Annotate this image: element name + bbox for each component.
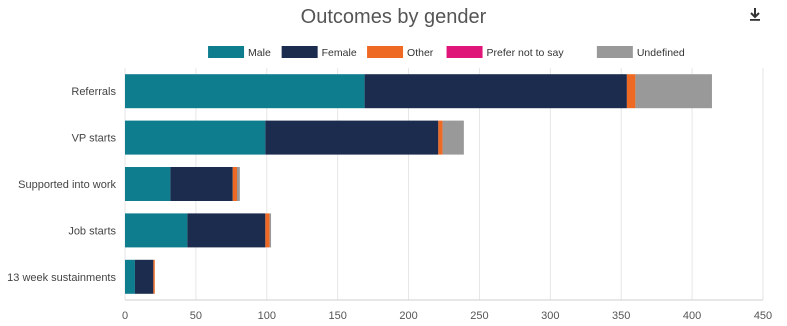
x-tick-label: 400 [683, 310, 701, 322]
bar-undefined-3[interactable] [269, 213, 272, 248]
category-label: 13 week sustainments [7, 272, 116, 284]
bar-male-0[interactable] [125, 74, 365, 109]
legend-label: Prefer not to say [487, 47, 565, 59]
legend-label: Other [407, 47, 434, 59]
legend-swatch [281, 46, 318, 58]
legend-label: Undefined [637, 47, 685, 59]
x-tick-label: 50 [190, 310, 202, 322]
chart-title: Outcomes by gender [300, 6, 487, 28]
download-button[interactable] [747, 6, 763, 22]
legend-swatch [446, 46, 483, 58]
bar-female-4[interactable] [134, 259, 154, 294]
legend-swatch [208, 46, 245, 58]
x-tick-label: 150 [328, 310, 346, 322]
bar-other-4[interactable] [153, 259, 155, 294]
bar-female-1[interactable] [265, 120, 439, 155]
bar-undefined-0[interactable] [635, 74, 712, 109]
bar-other-3[interactable] [265, 213, 270, 248]
bar-undefined-1[interactable] [442, 120, 464, 155]
y-axis-labels: Referrals VP starts Supported into work Job… [7, 86, 116, 284]
bar-female-2[interactable] [170, 167, 233, 201]
category-label: Supported into work [18, 179, 116, 191]
legend-item-male[interactable]: Male [208, 46, 271, 59]
category-label: Referrals [71, 86, 116, 98]
legend-label: Male [248, 47, 271, 59]
x-tick-label: 250 [470, 310, 488, 322]
bar-male-1[interactable] [125, 120, 266, 155]
bar-female-3[interactable] [187, 213, 266, 248]
bar-other-1[interactable] [438, 120, 443, 155]
download-icon [750, 8, 760, 21]
bar-male-2[interactable] [125, 167, 171, 201]
legend-item-other[interactable]: Other [367, 46, 434, 59]
bars [125, 74, 712, 294]
x-tick-label: 200 [399, 310, 417, 322]
legend-item-undefined[interactable]: Undefined [596, 46, 685, 59]
x-tick-label: 100 [258, 310, 276, 322]
legend-swatch [367, 46, 404, 58]
legend-label: Female [322, 47, 357, 59]
category-label: Job starts [68, 225, 116, 237]
bar-male-4[interactable] [125, 259, 135, 294]
legend-item-prefer-not-to-say[interactable]: Prefer not to say [446, 46, 565, 59]
x-tick-label: 300 [541, 310, 559, 322]
legend-item-female[interactable]: Female [281, 46, 357, 59]
legend: Male Female Other Prefer not to say Undefine… [208, 46, 685, 59]
bar-other-2[interactable] [232, 167, 238, 201]
bar-female-0[interactable] [364, 74, 627, 109]
x-axis-labels: 0 50 100 150 200 250 300 350 400 450 [122, 310, 772, 322]
x-tick-label: 450 [754, 310, 772, 322]
x-tick-label: 350 [612, 310, 630, 322]
bar-other-0[interactable] [626, 74, 636, 109]
legend-swatch [596, 46, 633, 58]
bar-undefined-2[interactable] [237, 167, 240, 201]
bar-male-3[interactable] [125, 213, 188, 248]
x-tick-label: 0 [122, 310, 128, 322]
category-label: VP starts [72, 133, 117, 145]
